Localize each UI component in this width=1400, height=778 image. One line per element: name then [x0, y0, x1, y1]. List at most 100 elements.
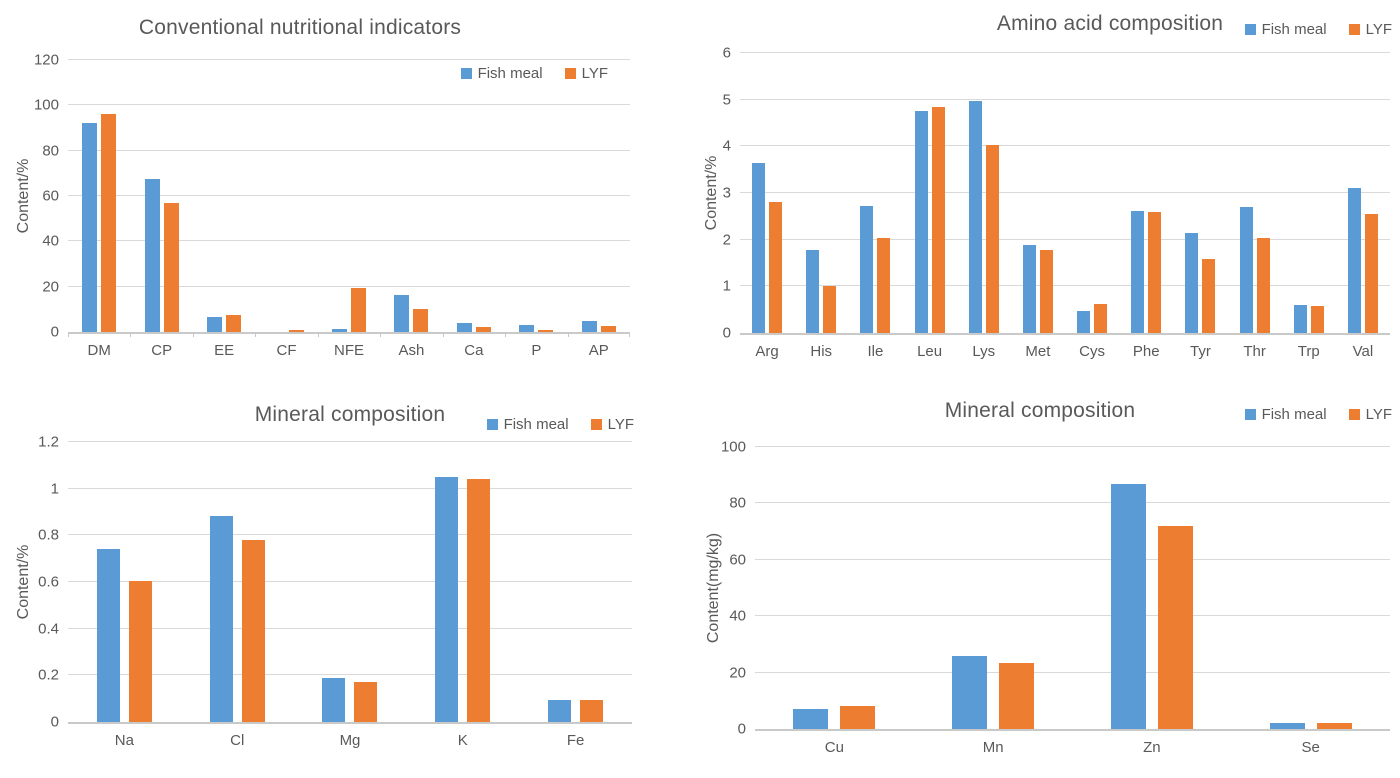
- legend-item-lyf: LYF: [1348, 21, 1392, 38]
- gridline: [755, 502, 1390, 504]
- category-cell-ca: [443, 60, 505, 332]
- gridline: [68, 534, 632, 536]
- gridline: [740, 52, 1390, 53]
- bar-lyf-ee: [226, 315, 242, 332]
- bar-lyf-his: [823, 286, 837, 333]
- x-category-label-met: Met: [1025, 343, 1051, 360]
- x-category-label-nfe: NFE: [333, 342, 364, 359]
- x-axis-tick: [442, 332, 444, 337]
- gridline: [68, 487, 632, 489]
- category-cell-his: [794, 53, 848, 333]
- legend-item-fish-meal: Fish meal: [1244, 407, 1327, 422]
- category-cell-cu: [755, 447, 914, 729]
- y-tick-label: 0.4: [38, 620, 59, 638]
- x-category-label-ee: EE: [214, 342, 235, 359]
- bar-lyf-fe: [580, 699, 604, 722]
- bar-fish-meal-ile: [860, 206, 874, 333]
- x-axis-tick: [567, 332, 569, 337]
- category-cell-na: [68, 442, 181, 722]
- category-cell-val: [1336, 53, 1390, 333]
- x-category-label-na: Na: [114, 732, 134, 749]
- x-category-label-ap: AP: [588, 342, 609, 359]
- x-category-label-thr: Thr: [1243, 343, 1266, 360]
- y-tick-label: 2: [722, 231, 731, 249]
- y-tick-label: 20: [729, 664, 746, 682]
- gridline: [68, 285, 630, 287]
- chart-amino-acid-composition: Amino acid composition Fish meal LYF Con…: [700, 0, 1400, 389]
- gridline: [755, 558, 1390, 560]
- bar-fish-meal-cl: [209, 515, 233, 722]
- x-axis-tick: [130, 332, 132, 337]
- bar-lyf-thr: [1256, 237, 1270, 333]
- bar-fish-meal-ash: [394, 294, 410, 332]
- x-category-label-trp: Trp: [1297, 343, 1320, 360]
- bar-fish-meal-phe: [1131, 210, 1145, 333]
- legend-swatch-lyf-icon: [590, 419, 602, 430]
- bar-fish-meal-k: [435, 477, 459, 722]
- x-category-label-tyr: Tyr: [1189, 343, 1211, 360]
- bar-lyf-na: [128, 580, 152, 722]
- bar-fish-meal-dm: [82, 123, 98, 332]
- x-category-label-ash: Ash: [398, 342, 425, 359]
- x-category-label-fe: Fe: [566, 732, 585, 749]
- bar-lyf-cu: [840, 706, 876, 729]
- category-cell-se: [1231, 447, 1390, 729]
- x-category-label-p: P: [531, 342, 542, 359]
- x-category-label-cl: Cl: [230, 732, 245, 749]
- legend-label-fish-meal: Fish meal: [503, 416, 569, 433]
- bar-fish-meal-met: [1022, 245, 1036, 333]
- bar-lyf-ca: [475, 327, 491, 332]
- bar-lyf-phe: [1148, 211, 1162, 333]
- legend-label-lyf: LYF: [1365, 21, 1392, 38]
- x-category-label-his: His: [810, 343, 833, 360]
- bar-lyf-cl: [241, 540, 265, 722]
- bar-fish-meal-cys: [1077, 310, 1091, 333]
- bar-lyf-k: [467, 479, 491, 722]
- legend-label-lyf: LYF: [1365, 406, 1392, 423]
- legend-item-lyf: LYF: [564, 65, 608, 82]
- legend-label-lyf: LYF: [581, 65, 608, 82]
- y-tick-label: 4: [722, 137, 731, 155]
- category-cell-fe: [519, 442, 632, 722]
- y-tick-label: 3: [722, 184, 731, 202]
- category-cell-cp: [130, 60, 192, 332]
- legend-swatch-lyf-icon: [564, 68, 576, 79]
- legend-swatch-fish-meal-icon: [486, 419, 498, 430]
- category-cell-k: [406, 442, 519, 722]
- legend: Fish meal LYF: [1244, 21, 1392, 38]
- category-cell-leu: [903, 53, 957, 333]
- x-category-label-k: K: [457, 732, 468, 749]
- gridline: [68, 104, 630, 106]
- plot-area: 0 20 40 60 80 100 120 DM CP EE CF NFE Ash Ca P AP: [34, 53, 630, 359]
- gridline: [755, 615, 1390, 617]
- y-tick-label: 0: [737, 720, 746, 738]
- bar-fish-meal-ee: [207, 317, 223, 332]
- y-tick-label: 0: [722, 324, 731, 342]
- category-cell-ee: [193, 60, 255, 332]
- category-cell-dm: [68, 60, 130, 332]
- bar-lyf-val: [1364, 214, 1378, 333]
- bar-fish-meal-trp: [1293, 305, 1307, 333]
- y-tick-label: 0.6: [38, 573, 59, 591]
- y-tick-label: 80: [42, 142, 59, 160]
- x-axis-tick: [255, 332, 257, 337]
- y-tick-label: 1: [722, 277, 731, 295]
- x-category-label-val: Val: [1352, 343, 1374, 360]
- category-cell-thr: [1228, 53, 1282, 333]
- category-cell-lys: [957, 53, 1011, 333]
- gridline: [68, 149, 630, 151]
- chart-mineral-composition-percent: Mineral composition Fish meal LYF Conten…: [0, 389, 700, 778]
- bar-fish-meal-cp: [144, 179, 160, 332]
- gridline: [68, 674, 632, 676]
- x-axis-tick: [505, 332, 507, 337]
- x-category-label-mn: Mn: [982, 739, 1004, 756]
- bar-lyf-mn: [999, 662, 1035, 729]
- legend: Fish meal LYF: [460, 65, 608, 82]
- bar-fish-meal-his: [806, 249, 820, 333]
- legend: Fish meal LYF: [486, 416, 634, 433]
- bar-lyf-se: [1316, 723, 1352, 729]
- chart-title: Mineral composition: [944, 399, 1136, 422]
- bar-lyf-met: [1039, 249, 1053, 333]
- bar-fish-meal-zn: [1110, 483, 1146, 729]
- y-tick-label: 60: [42, 187, 59, 205]
